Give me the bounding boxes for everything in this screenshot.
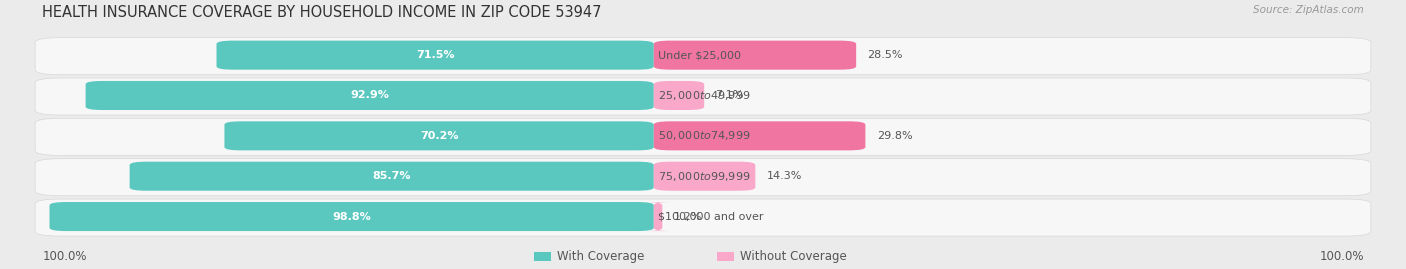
FancyBboxPatch shape xyxy=(534,252,551,261)
FancyBboxPatch shape xyxy=(654,162,755,191)
Text: 85.7%: 85.7% xyxy=(373,171,411,181)
FancyBboxPatch shape xyxy=(225,121,654,150)
FancyBboxPatch shape xyxy=(35,118,1371,155)
Text: 71.5%: 71.5% xyxy=(416,50,454,60)
FancyBboxPatch shape xyxy=(86,81,654,110)
Text: 28.5%: 28.5% xyxy=(868,50,903,60)
Text: 100.0%: 100.0% xyxy=(42,250,87,263)
Text: 100.0%: 100.0% xyxy=(1319,250,1364,263)
Text: 14.3%: 14.3% xyxy=(766,171,801,181)
Text: Source: ZipAtlas.com: Source: ZipAtlas.com xyxy=(1253,5,1364,15)
Text: Under $25,000: Under $25,000 xyxy=(658,50,741,60)
Text: With Coverage: With Coverage xyxy=(557,250,644,263)
Text: HEALTH INSURANCE COVERAGE BY HOUSEHOLD INCOME IN ZIP CODE 53947: HEALTH INSURANCE COVERAGE BY HOUSEHOLD I… xyxy=(42,5,602,20)
Text: 1.2%: 1.2% xyxy=(673,211,702,222)
FancyBboxPatch shape xyxy=(654,41,856,70)
Text: 92.9%: 92.9% xyxy=(350,90,389,101)
Text: 98.8%: 98.8% xyxy=(332,211,371,222)
FancyBboxPatch shape xyxy=(35,78,1371,115)
Text: 70.2%: 70.2% xyxy=(420,131,458,141)
Text: $50,000 to $74,999: $50,000 to $74,999 xyxy=(658,129,751,142)
FancyBboxPatch shape xyxy=(35,199,1371,236)
FancyBboxPatch shape xyxy=(129,162,654,191)
Text: 7.1%: 7.1% xyxy=(716,90,744,101)
Text: $75,000 to $99,999: $75,000 to $99,999 xyxy=(658,170,751,183)
FancyBboxPatch shape xyxy=(49,202,654,231)
Text: $25,000 to $49,999: $25,000 to $49,999 xyxy=(658,89,751,102)
FancyBboxPatch shape xyxy=(654,121,865,150)
FancyBboxPatch shape xyxy=(654,81,704,110)
Text: Without Coverage: Without Coverage xyxy=(740,250,846,263)
Text: 29.8%: 29.8% xyxy=(876,131,912,141)
FancyBboxPatch shape xyxy=(35,159,1371,196)
FancyBboxPatch shape xyxy=(717,252,734,261)
Text: $100,000 and over: $100,000 and over xyxy=(658,211,763,222)
FancyBboxPatch shape xyxy=(35,38,1371,75)
FancyBboxPatch shape xyxy=(645,202,671,231)
FancyBboxPatch shape xyxy=(217,41,654,70)
